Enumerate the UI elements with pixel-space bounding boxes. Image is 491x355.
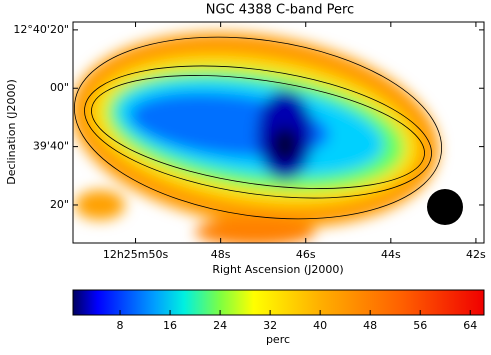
colorbar-tick-label: 56: [413, 319, 427, 332]
colorbar-tick-label: 48: [363, 319, 377, 332]
colorbar: [72, 289, 485, 316]
colorbar-tick-label: 40: [313, 319, 327, 332]
y-tick-label: 00": [50, 81, 69, 94]
colorbar-tick-label: 32: [263, 319, 277, 332]
x-tick-label: 12h25m50s: [103, 248, 169, 261]
plot-frame: [72, 21, 485, 244]
x-tick-label: 48s: [211, 248, 231, 261]
colorbar-tick-label: 64: [463, 319, 477, 332]
colorbar-tick-label: 16: [163, 319, 177, 332]
colorbar-label: perc: [266, 333, 290, 346]
colorbar-tick-label: 24: [213, 319, 227, 332]
image: [73, 22, 484, 243]
x-tick-label: 42s: [466, 248, 486, 261]
chart-title: NGC 4388 C-band Perc: [206, 3, 354, 18]
x-tick-label: 46s: [296, 248, 316, 261]
x-axis-label: Right Ascension (J2000): [212, 263, 343, 276]
y-axis-label: Declination (J2000): [5, 79, 18, 185]
y-tick-label: 12°40'20": [13, 23, 69, 36]
colorbar-tick-label: 8: [117, 319, 124, 332]
y-tick-label: 39'40": [33, 140, 69, 153]
x-tick-label: 44s: [381, 248, 401, 261]
y-tick-label: 20": [50, 198, 69, 211]
